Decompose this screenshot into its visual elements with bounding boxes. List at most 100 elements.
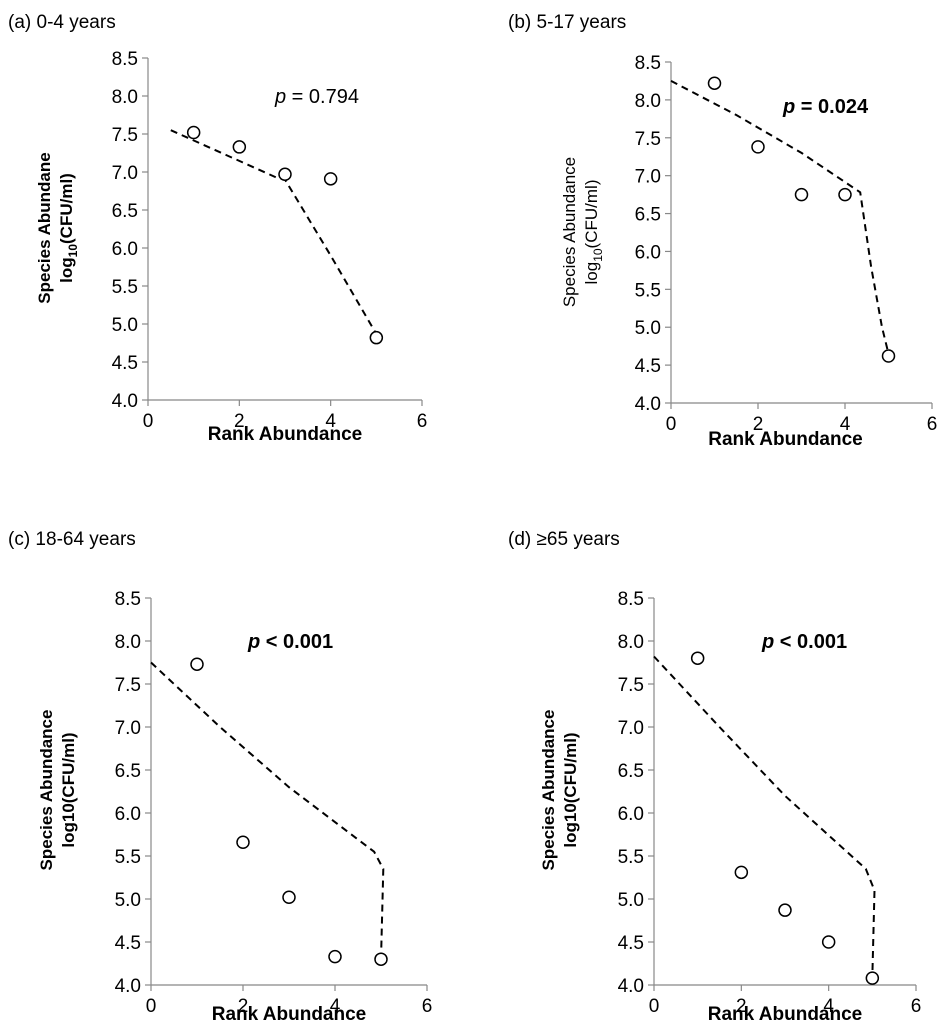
data-point (865, 971, 880, 985)
y-axis-label-line2: log10(CFU/ml) (59, 732, 78, 847)
y-tick-label: 5.5 (635, 280, 661, 301)
x-tick-label: 6 (927, 414, 938, 435)
fit-line (653, 655, 876, 979)
x-tick-label: 2 (753, 414, 764, 435)
y-tick-label: 6.0 (618, 804, 644, 825)
data-point (190, 657, 204, 671)
x-tick-label: 0 (146, 996, 157, 1017)
x-axis-label: Rank Abundance (708, 1004, 863, 1025)
y-tick-label: 4.0 (635, 394, 661, 415)
y-tick-label: 5.5 (618, 847, 644, 868)
data-point (278, 167, 292, 182)
y-tick-label: 8.0 (112, 87, 138, 108)
x-tick-label: 0 (666, 414, 677, 435)
fit-line (670, 80, 890, 354)
data-point (821, 935, 836, 949)
y-tick-label: 4.5 (115, 933, 141, 954)
chart-panel-2: (b) 5-17 years 4.0 4.5 5.0 5.5 6.0 6.5 7.0 7.5 8.… (508, 12, 937, 450)
data-point (690, 651, 705, 665)
y-axis-label-line2: log10(CFU/ml) (582, 180, 605, 285)
data-point (369, 330, 384, 345)
data-point (236, 835, 250, 849)
fit-line (170, 129, 378, 335)
x-tick-label: 6 (422, 996, 433, 1017)
x-tick-label: 2 (238, 996, 249, 1017)
y-axis-label-line2: log10(CFU/ml) (57, 173, 80, 283)
data-point (778, 903, 792, 917)
y-tick-label: 5.0 (635, 318, 661, 339)
y-tick-label: 4.5 (635, 356, 661, 377)
y-tick-label: 8.5 (112, 49, 138, 70)
x-tick-label: 2 (234, 411, 245, 432)
y-tick-label: 7.0 (635, 167, 661, 188)
data-point (186, 125, 201, 140)
y-tick-label: 4.5 (618, 933, 644, 954)
y-tick-label: 8.5 (115, 589, 141, 610)
y-tick-label: 7.5 (618, 675, 644, 696)
data-point (232, 140, 247, 154)
y-tick-label: 7.0 (115, 718, 141, 739)
x-tick-label: 2 (736, 996, 747, 1017)
y-tick-label: 7.0 (618, 718, 644, 739)
x-tick-label: 4 (325, 411, 336, 432)
y-axis-label-line1: Species Abundance (539, 710, 558, 871)
panel-title: (a) 0-4 years (8, 12, 116, 33)
data-point (838, 187, 852, 202)
y-axis-label-line1: Species Abundane (35, 152, 54, 303)
y-tick-label: 8.5 (618, 589, 644, 610)
y-tick-label: 6.5 (618, 761, 644, 782)
y-tick-label: 5.0 (112, 315, 138, 336)
panel-title: (d) ≥65 years (508, 529, 620, 550)
y-tick-label: 6.0 (112, 239, 138, 260)
y-tick-label: 8.0 (115, 632, 141, 653)
x-tick-label: 6 (911, 996, 922, 1017)
x-axis-label: Rank Abundance (212, 1004, 367, 1025)
x-axis-label: Rank Abundance (208, 424, 363, 445)
y-tick-label: 7.5 (635, 129, 661, 150)
data-point (734, 865, 749, 880)
y-tick-label: 4.0 (115, 976, 141, 997)
y-tick-label: 8.0 (618, 632, 644, 653)
y-axis-label-line2: log10(CFU/ml) (561, 732, 580, 847)
p-value-annotation: p < 0.001 (761, 631, 847, 653)
y-axis-label-line1: Species Abundance (560, 157, 579, 307)
y-tick-label: 6.0 (635, 242, 661, 263)
data-point (794, 187, 809, 202)
data-point (323, 172, 338, 186)
data-point (751, 140, 765, 154)
y-axis-label-line1: Species Abundance (37, 710, 56, 871)
y-tick-label: 7.5 (112, 125, 138, 146)
x-tick-label: 4 (330, 996, 341, 1017)
y-tick-label: 8.5 (635, 53, 661, 74)
data-point (282, 890, 296, 905)
x-tick-label: 0 (143, 411, 154, 432)
y-tick-label: 5.5 (112, 277, 138, 298)
fit-line (150, 661, 385, 960)
y-tick-label: 4.5 (112, 353, 138, 374)
x-axis-label: Rank Abundance (708, 429, 863, 450)
data-point (707, 76, 722, 90)
chart-panel-1: (a) 0-4 years 4.0 4.5 5.0 5.5 6.0 6.5 7.0 7.5 8.0… (8, 12, 427, 445)
panel-title: (b) 5-17 years (508, 12, 626, 33)
chart-panel-3: (c) 18-64 years 4.0 4.5 5.0 5.5 6.0 6.5 7.0 7.5 8… (8, 529, 432, 1025)
y-tick-label: 6.5 (635, 205, 661, 226)
x-tick-label: 4 (823, 996, 834, 1017)
p-value-annotation: p = 0.794 (274, 86, 359, 108)
y-tick-label: 7.0 (112, 163, 138, 184)
p-value-annotation: p < 0.001 (247, 631, 333, 653)
y-tick-label: 5.5 (115, 847, 141, 868)
x-tick-label: 6 (417, 411, 428, 432)
y-tick-label: 6.5 (112, 201, 138, 222)
y-tick-label: 8.0 (635, 91, 661, 112)
chart-panel-4: (d) ≥65 years 4.0 4.5 5.0 5.5 6.0 6.5 7.0 7.5 8.0… (508, 529, 921, 1025)
y-tick-label: 4.0 (112, 391, 138, 412)
p-value-annotation: p = 0.024 (782, 96, 869, 118)
y-tick-label: 6.5 (115, 761, 141, 782)
panel-title: (c) 18-64 years (8, 529, 136, 550)
y-tick-label: 5.0 (618, 890, 644, 911)
x-tick-label: 0 (649, 996, 660, 1017)
y-tick-label: 6.0 (115, 804, 141, 825)
data-point (374, 952, 388, 966)
y-tick-label: 7.5 (115, 675, 141, 696)
